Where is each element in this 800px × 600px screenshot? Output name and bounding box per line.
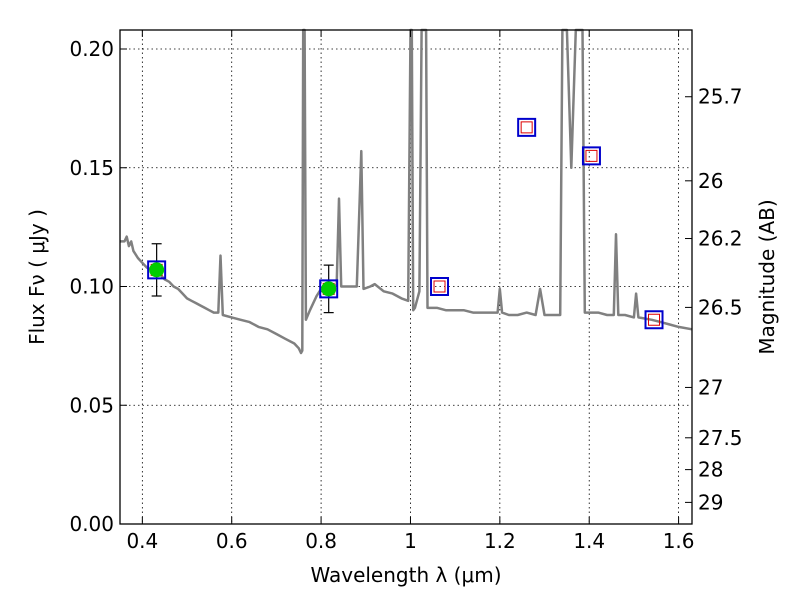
model-point <box>430 277 450 296</box>
x-tick-label: 1.6 <box>663 529 695 553</box>
x-tick-label: 0.6 <box>216 529 248 553</box>
y-tick-label: 0.05 <box>69 393 114 417</box>
y-tick-label: 0.15 <box>69 156 114 180</box>
y2-tick-label: 25.7 <box>698 85 743 109</box>
observed-point <box>321 281 337 297</box>
y2-tick-label: 26.2 <box>698 227 743 251</box>
x-tick-label: 1.2 <box>484 529 516 553</box>
x-tick-label: 1.4 <box>573 529 605 553</box>
model-point <box>319 279 339 299</box>
x-axis-label: Wavelength λ (μm) <box>310 563 501 587</box>
y-tick-label: 0.10 <box>69 275 114 299</box>
y2-tick-label: 26.5 <box>698 295 743 319</box>
plot-frame <box>119 29 693 525</box>
model-point <box>517 117 537 137</box>
y-axis-ticks: 0.00 0.05 0.10 0.15 0.20 <box>69 37 127 536</box>
spectrum <box>120 28 693 355</box>
model-point-inner <box>433 280 446 293</box>
y2-tick-label: 27.5 <box>698 426 743 450</box>
y2-axis-ticks: 25.7 26 26.2 26.5 27 27.5 28 29 <box>685 85 743 514</box>
x-tick-label: 0.8 <box>305 529 337 553</box>
y-tick-label: 0.00 <box>69 512 114 536</box>
model-point-inner <box>585 149 598 162</box>
observed-points <box>149 262 337 297</box>
x-tick-label: 0.4 <box>126 529 158 553</box>
observed-point <box>149 262 165 278</box>
y2-tick-label: 26 <box>698 169 723 193</box>
y-axis-label: Flux Fν ( μJy ) <box>25 209 49 345</box>
y-tick-label: 0.20 <box>69 37 114 61</box>
x-tick-label: 1 <box>404 529 417 553</box>
grid-lines <box>120 30 692 524</box>
y2-tick-label: 27 <box>698 375 723 399</box>
model-point-inner <box>520 121 533 134</box>
x-axis-ticks: 0.4 0.6 0.8 1 1.2 1.4 1.6 <box>126 30 695 553</box>
model-point <box>644 310 664 330</box>
y2-axis-label: Magnitude (AB) <box>755 199 779 354</box>
model-point <box>581 146 601 166</box>
y2-tick-label: 29 <box>698 490 723 514</box>
model-point <box>147 260 167 280</box>
spectrum-line <box>120 28 693 355</box>
model-point-inner <box>648 313 661 326</box>
y2-tick-label: 28 <box>698 458 723 482</box>
